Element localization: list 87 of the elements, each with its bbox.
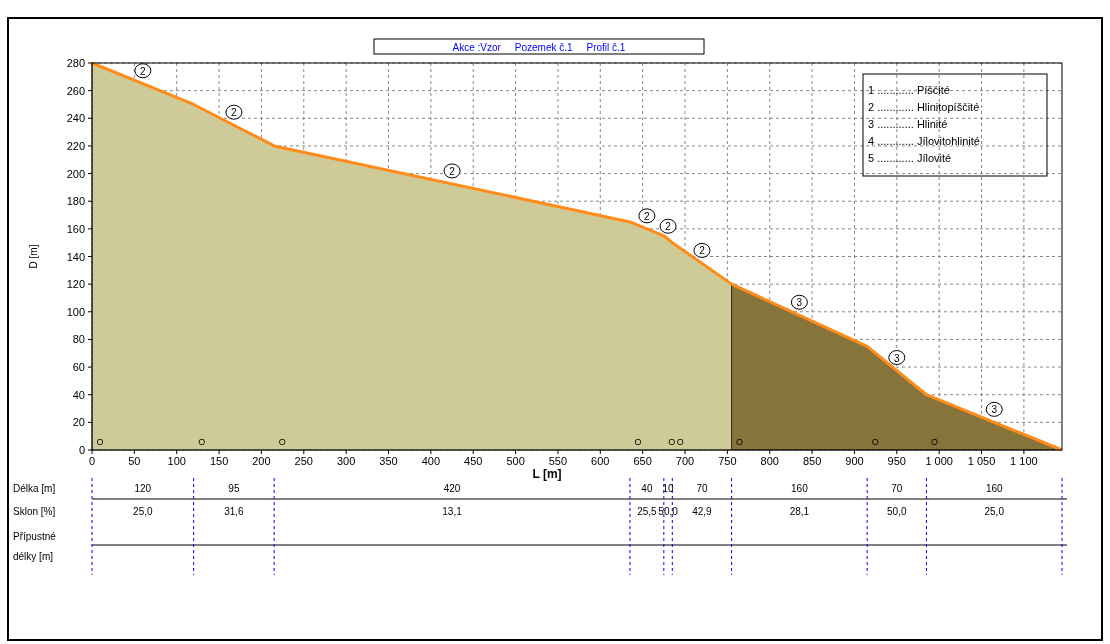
text: 160 — [791, 483, 809, 494]
text: Přípustné — [13, 531, 57, 542]
text: 160 — [985, 483, 1004, 494]
x-tick-label: 350 — [379, 455, 398, 467]
y-tick-label: 140 — [66, 250, 85, 263]
annotation: O — [736, 437, 744, 447]
text: 13,1 — [442, 506, 463, 517]
text: 10 — [662, 483, 675, 494]
x-tick-label: 1 050 — [967, 455, 996, 467]
annotation: O — [871, 437, 879, 447]
x-tick-label: 0 — [88, 455, 96, 467]
text: délky [m] — [13, 551, 54, 562]
y-tick-label: 180 — [66, 195, 85, 208]
x-tick-label: 450 — [464, 455, 483, 467]
y-tick-label: 280 — [66, 57, 85, 69]
annotation: O — [930, 437, 938, 447]
x-tick-label: 500 — [506, 455, 525, 467]
y-tick-label: 120 — [66, 278, 85, 291]
x-axis-title: L [m] — [532, 467, 562, 481]
annotation: 2 ............ Hlinitopíščité — [868, 101, 980, 113]
y-tick-label: 200 — [66, 167, 85, 180]
annotation: O — [96, 437, 104, 447]
text: 120 — [134, 483, 152, 494]
line-series — [90, 61, 1064, 452]
annotation: O — [668, 437, 676, 447]
annotation: O — [676, 437, 684, 447]
y-tick-label: 0 — [78, 444, 85, 456]
x-tick-label: 700 — [675, 455, 695, 467]
annotation: O — [634, 437, 642, 447]
annotation: 2 — [231, 107, 238, 119]
y-tick-label: 40 — [72, 388, 85, 401]
text: 31,6 — [224, 506, 245, 517]
x-tick-label: 800 — [760, 455, 779, 467]
y-tick-label: 100 — [66, 305, 85, 318]
annotation: O — [278, 437, 286, 447]
annotation: 2 — [644, 210, 651, 222]
annotation: 4 ............ Jílovitohlinité — [868, 135, 980, 147]
annotation: 5 ............ Jílovité — [868, 152, 952, 164]
x-tick-label: 100 — [167, 455, 186, 467]
annotation: 2 — [449, 165, 456, 177]
annotation: 2 — [665, 221, 672, 233]
x-tick-label: 300 — [336, 455, 356, 467]
x-tick-label: 650 — [633, 455, 652, 467]
annotation: 2 — [699, 245, 706, 257]
annotation: O — [198, 437, 206, 447]
text: 70 — [891, 483, 903, 494]
x-tick-label: 1 100 — [1010, 455, 1038, 467]
text: 25,0 — [984, 506, 1005, 517]
annotation: 1 ............ Píščité — [868, 84, 950, 96]
annotation: 3 ............ Hlinité — [868, 118, 948, 130]
y-tick-label: 240 — [66, 112, 85, 125]
text: 25,0 — [133, 506, 153, 517]
y-tick-label: 80 — [72, 333, 85, 346]
x-tick-label: 1 000 — [925, 455, 953, 467]
x-tick-label: 150 — [209, 455, 229, 467]
annotation: 3 — [796, 297, 803, 309]
y-tick-label: 260 — [66, 84, 85, 97]
text: 25,5 — [637, 506, 658, 517]
text: 40 — [641, 483, 653, 494]
x-tick-label: 200 — [252, 455, 271, 467]
y-axis-title: D [m] — [28, 244, 39, 269]
x-tick-label: 950 — [887, 455, 906, 467]
text: 50,0 — [887, 506, 907, 517]
text: 28,1 — [789, 506, 810, 517]
annotation: 3 — [991, 404, 998, 416]
x-tick-label: 850 — [802, 455, 822, 467]
chart-subtitle: Akce :Vzor Pozemek č.1 Profil č.1 — [452, 41, 626, 53]
y-tick-label: 220 — [66, 139, 85, 152]
text: 50,0 — [658, 506, 679, 517]
text: Délka [m] — [13, 483, 56, 494]
x-tick-label: 550 — [548, 455, 568, 467]
x-tick-label: 50 — [128, 455, 141, 467]
text: Sklon [%] — [13, 506, 56, 517]
x-tick-label: 400 — [421, 455, 441, 467]
text: 95 — [228, 483, 240, 494]
annotation: 3 — [894, 352, 901, 364]
x-tick-label: 600 — [591, 455, 610, 467]
text: 420 — [443, 483, 461, 494]
x-tick-label: 750 — [718, 455, 737, 467]
y-tick-label: 20 — [72, 416, 85, 429]
y-tick-label: 160 — [66, 222, 85, 235]
x-tick-label: 900 — [845, 455, 864, 467]
text: 70 — [696, 483, 708, 494]
y-tick-label: 60 — [72, 361, 85, 374]
annotation: 2 — [140, 65, 147, 77]
x-tick-label: 250 — [294, 455, 313, 467]
text: 42,9 — [692, 506, 713, 517]
